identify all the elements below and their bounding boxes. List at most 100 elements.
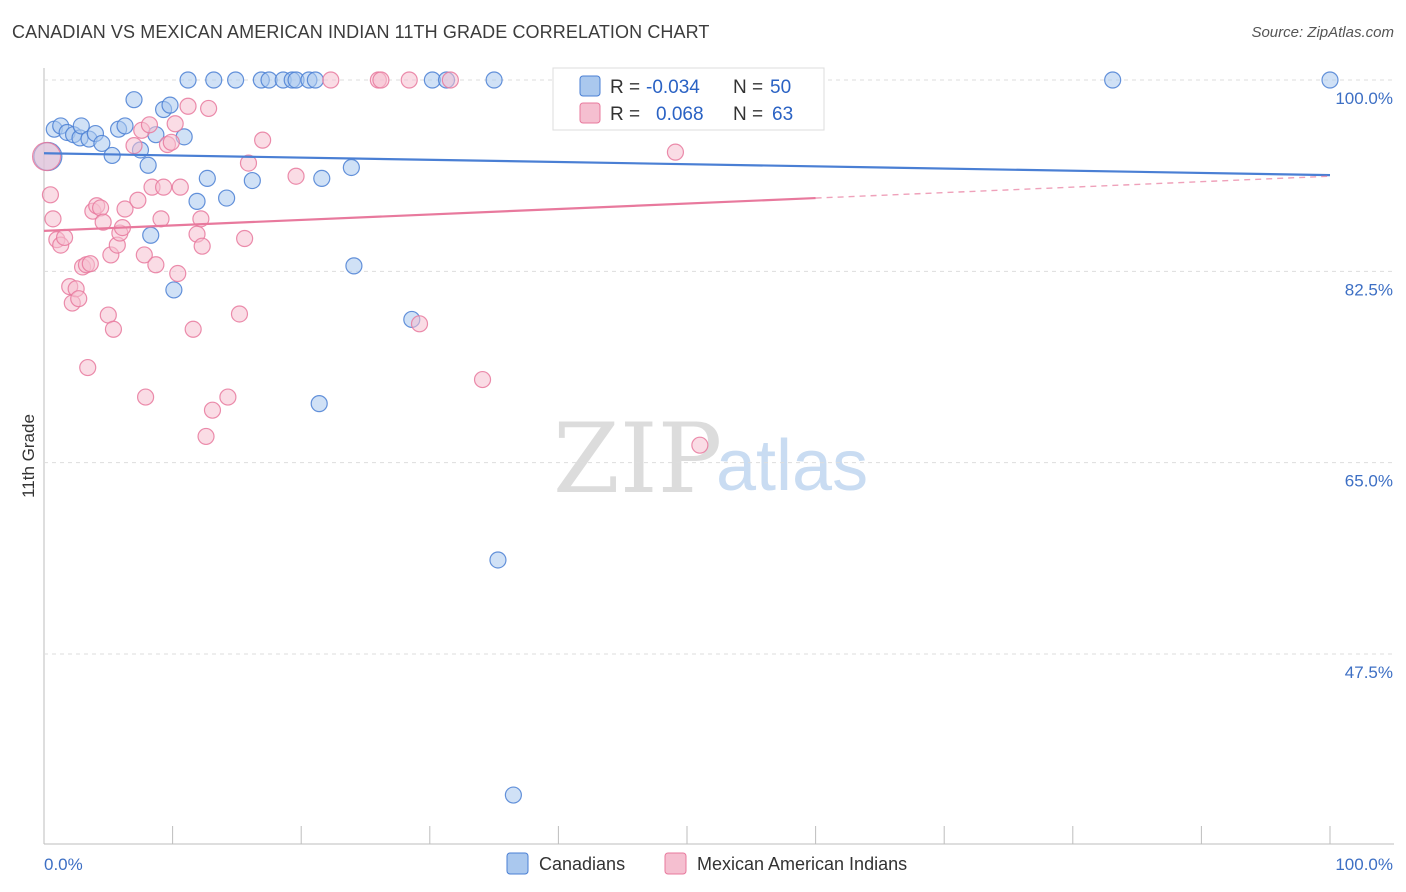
bottom-legend-canadians: Canadians (539, 854, 625, 874)
canadians-point (345, 257, 363, 275)
y-tick-label: 100.0% (1335, 89, 1393, 108)
canadians-point (139, 156, 157, 174)
mexican-point (135, 246, 153, 264)
mexican-point (666, 143, 685, 161)
mexican-point (81, 255, 99, 273)
canadians-point (165, 281, 183, 299)
canadians-point (116, 117, 134, 135)
canadians-point (243, 171, 261, 190)
mexican-point (31, 141, 62, 172)
canadians-point (1321, 71, 1339, 89)
mexican-point (179, 97, 197, 115)
mexican-point (116, 200, 134, 218)
correlation-legend: R = -0.034 N = 50 R = 0.068 N = 63 (552, 67, 825, 131)
mexican-point (691, 436, 709, 454)
canadians-point (504, 786, 522, 804)
mexican-point (99, 306, 117, 324)
mexican-point (79, 358, 97, 377)
mexican-point (372, 71, 390, 89)
mexican-trend-line-extension (815, 175, 1331, 199)
canadians-point (125, 91, 143, 109)
legend-n-value-blue: 50 (770, 77, 791, 98)
mexican-point (200, 99, 218, 118)
mexican-point (169, 264, 187, 283)
mexican-point (140, 116, 159, 134)
canadians-point (1104, 71, 1122, 89)
mexican-point (192, 210, 210, 228)
canadians-point (93, 134, 111, 153)
mexican-point (171, 178, 189, 196)
mexican-point (70, 290, 88, 308)
legend-r-label-pink: R = (610, 104, 640, 125)
canadians-point (198, 169, 216, 187)
mexican-point (104, 320, 123, 338)
canadians-point (489, 551, 507, 569)
x-tick-label-min: 0.0% (44, 855, 83, 874)
mexican-point (193, 237, 211, 255)
canadians-point (310, 395, 328, 413)
mexican-point (162, 133, 180, 151)
canadians-point (485, 71, 503, 89)
canadians-point (161, 96, 179, 114)
legend-n-value-pink: 63 (772, 104, 793, 125)
mexican-point (44, 210, 62, 228)
legend-n-label-pink: N = (733, 104, 763, 125)
canadians-point (205, 71, 223, 89)
mexican-point (322, 71, 340, 89)
canadians-point (342, 158, 360, 177)
mexican-point (136, 388, 155, 406)
legend-swatch-canadians (579, 75, 601, 97)
mexican-point (287, 167, 305, 185)
canadians-point (179, 71, 197, 89)
legend-r-value-pink: 0.068 (656, 104, 704, 125)
bottom-legend-swatch-canadians (506, 852, 529, 875)
legend-r-value-blue: -0.034 (646, 77, 700, 98)
series-legend: Canadians Mexican American Indians (506, 852, 907, 875)
canadians-point (72, 117, 90, 135)
mexican-point (239, 154, 258, 172)
mexican-point (236, 229, 254, 248)
mexican-point (154, 178, 173, 196)
mexican-point (94, 213, 112, 231)
mexican-point (203, 401, 222, 419)
watermark-zip: ZIP (553, 403, 722, 515)
mexican-point (166, 115, 184, 133)
mexican-point (230, 305, 249, 323)
mexican-point (410, 315, 429, 333)
y-axis-tick-labels: 100.0% 82.5% 65.0% 47.5% (1335, 89, 1393, 682)
y-axis-label: 11th Grade (19, 414, 38, 498)
mexican-point (219, 388, 237, 406)
mexican-point (125, 137, 143, 155)
mexican-point (400, 71, 418, 89)
mexican-point (254, 131, 272, 149)
mexican-point (152, 210, 170, 228)
canadians-point (313, 169, 331, 187)
canadians-point (218, 189, 236, 207)
mexican-point (473, 370, 492, 389)
chart-title: CANADIAN VS MEXICAN AMERICAN INDIAN 11TH… (12, 22, 710, 42)
mexican-point (41, 186, 60, 204)
canadians-trend-line (43, 152, 1331, 177)
watermark-atlas: atlas (716, 426, 868, 506)
mexican-trend-line (43, 196, 816, 232)
legend-r-label-blue: R = (610, 77, 640, 98)
y-tick-label: 47.5% (1345, 663, 1393, 682)
x-tick-label-max: 100.0% (1335, 855, 1393, 874)
mexican-point (197, 427, 215, 446)
canadians-point (188, 192, 206, 210)
source-label: Source: ZipAtlas.com (1251, 24, 1394, 41)
mexican-point (147, 256, 165, 274)
canadians-point (227, 71, 245, 89)
mexican-point (441, 71, 459, 89)
trend-lines (43, 152, 1331, 232)
mexican-point (129, 191, 147, 209)
mexican-point (91, 199, 110, 217)
bottom-legend-swatch-mexican (664, 852, 687, 875)
legend-n-label-blue: N = (733, 77, 763, 98)
mexican-point (184, 320, 202, 338)
y-tick-label: 82.5% (1345, 280, 1393, 299)
legend-swatch-mexican (579, 102, 601, 124)
data-points (31, 71, 1339, 804)
bottom-legend-mexican: Mexican American Indians (697, 854, 907, 874)
